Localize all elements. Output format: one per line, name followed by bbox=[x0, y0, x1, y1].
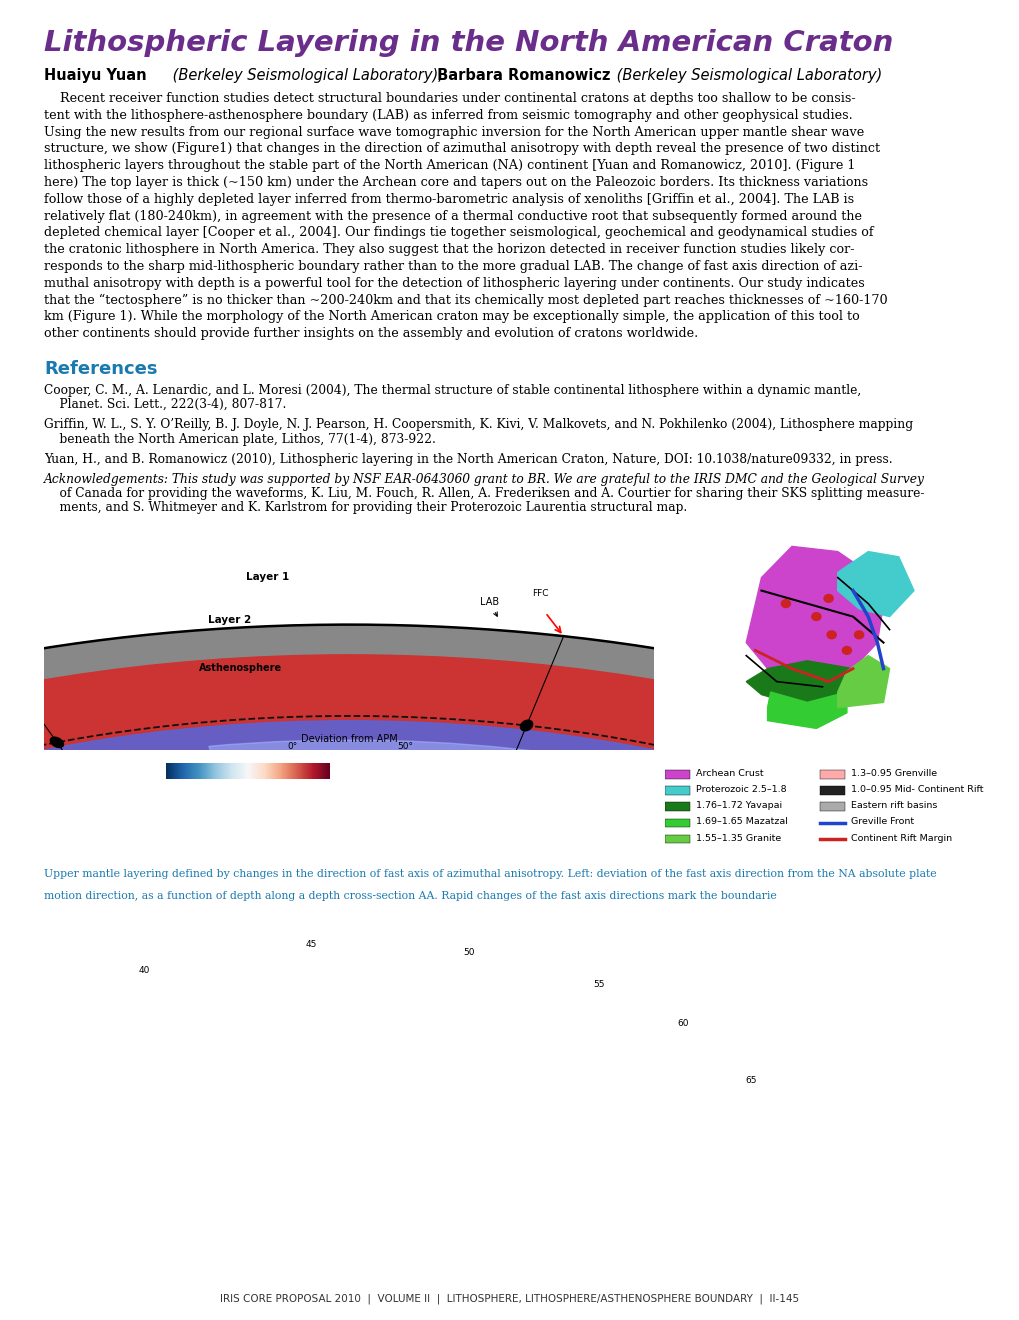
Text: Deviation from APM: Deviation from APM bbox=[301, 734, 397, 744]
Text: 1.69–1.65 Mazatzal: 1.69–1.65 Mazatzal bbox=[695, 817, 787, 826]
Text: Cooper, C. M., A. Lenardic, and L. Moresi (2004), The thermal structure of stabl: Cooper, C. M., A. Lenardic, and L. Mores… bbox=[44, 384, 864, 397]
Text: 55: 55 bbox=[593, 979, 604, 989]
Bar bbox=[664, 803, 689, 810]
Wedge shape bbox=[0, 624, 1019, 966]
Circle shape bbox=[826, 631, 836, 639]
Text: Proterozoic 2.5–1.8: Proterozoic 2.5–1.8 bbox=[695, 785, 786, 795]
Text: 1.0–0.95 Mid- Continent Rift: 1.0–0.95 Mid- Continent Rift bbox=[850, 785, 982, 795]
Text: beneath the North American plate, Lithos, 77(1-4), 873-922.: beneath the North American plate, Lithos… bbox=[44, 433, 435, 446]
Text: depleted chemical layer [Cooper et al., 2004]. Our findings tie together seismol: depleted chemical layer [Cooper et al., … bbox=[44, 227, 872, 239]
Ellipse shape bbox=[520, 721, 532, 731]
Bar bbox=[819, 787, 844, 795]
Circle shape bbox=[781, 599, 790, 607]
Text: here) The top layer is thick (~150 km) under the Archean core and tapers out on : here) The top layer is thick (~150 km) u… bbox=[44, 176, 867, 189]
Text: (Berkeley Seismological Laboratory),: (Berkeley Seismological Laboratory), bbox=[168, 69, 442, 83]
Text: References: References bbox=[44, 360, 157, 378]
Bar bbox=[664, 787, 689, 795]
Text: motion direction, as a function of depth along a depth cross-section AA. Rapid c: motion direction, as a function of depth… bbox=[44, 891, 776, 900]
Text: of Canada for providing the waveforms, K. Liu, M. Fouch, R. Allen, A. Frederikse: of Canada for providing the waveforms, K… bbox=[44, 487, 923, 500]
Text: 40: 40 bbox=[139, 966, 150, 974]
Text: Continent Rift Margin: Continent Rift Margin bbox=[850, 833, 951, 842]
Text: Planet. Sci. Lett., 222(3-4), 807-817.: Planet. Sci. Lett., 222(3-4), 807-817. bbox=[44, 399, 286, 412]
Polygon shape bbox=[746, 661, 852, 708]
Text: follow those of a highly depleted layer inferred from thermo-barometric analysis: follow those of a highly depleted layer … bbox=[44, 193, 853, 206]
Text: ments, and S. Whitmeyer and K. Karlstrom for providing their Proterozoic Laurent: ments, and S. Whitmeyer and K. Karlstrom… bbox=[44, 502, 687, 515]
Text: 50°: 50° bbox=[397, 742, 413, 751]
Wedge shape bbox=[0, 715, 1019, 1024]
Text: Recent receiver function studies detect structural boundaries under continental : Recent receiver function studies detect … bbox=[44, 92, 855, 106]
Bar bbox=[664, 834, 689, 843]
Text: relatively flat (180-240km), in agreement with the presence of a thermal conduct: relatively flat (180-240km), in agreemen… bbox=[44, 210, 861, 223]
Text: Asthenosphere: Asthenosphere bbox=[199, 663, 281, 673]
Text: LAB: LAB bbox=[480, 598, 499, 616]
Bar bbox=[819, 770, 844, 779]
Polygon shape bbox=[746, 546, 882, 681]
Text: Layer 1: Layer 1 bbox=[246, 572, 288, 582]
Text: responds to the sharp mid-lithospheric boundary rather than to the more gradual : responds to the sharp mid-lithospheric b… bbox=[44, 260, 862, 273]
Text: Upper mantle layering defined by changes in the direction of fast axis of azimut: Upper mantle layering defined by changes… bbox=[44, 869, 935, 879]
Text: muthal anisotropy with depth is a powerful tool for the detection of lithospheri: muthal anisotropy with depth is a powerf… bbox=[44, 277, 864, 290]
Text: Lithospheric Layering in the North American Craton: Lithospheric Layering in the North Ameri… bbox=[44, 29, 893, 57]
Text: 1.55–1.35 Granite: 1.55–1.35 Granite bbox=[695, 833, 781, 842]
Text: IRIS CORE PROPOSAL 2010  |  VOLUME II  |  LITHOSPHERE, LITHOSPHERE/ASTHENOSPHERE: IRIS CORE PROPOSAL 2010 | VOLUME II | LI… bbox=[220, 1294, 799, 1304]
Bar bbox=[664, 770, 689, 779]
Polygon shape bbox=[837, 552, 913, 616]
Circle shape bbox=[823, 594, 833, 602]
Text: 65: 65 bbox=[744, 1076, 756, 1085]
Text: lithospheric layers throughout the stable part of the North American (NA) contin: lithospheric layers throughout the stabl… bbox=[44, 160, 855, 172]
Text: Archean Crust: Archean Crust bbox=[695, 770, 763, 777]
Text: Layer 2: Layer 2 bbox=[208, 615, 252, 624]
Ellipse shape bbox=[50, 737, 63, 747]
Wedge shape bbox=[209, 741, 867, 907]
Wedge shape bbox=[161, 873, 701, 975]
Circle shape bbox=[854, 631, 863, 639]
Polygon shape bbox=[837, 656, 889, 708]
Text: Using the new results from our regional surface wave tomographic inversion for t: Using the new results from our regional … bbox=[44, 125, 863, 139]
Text: Eastern rift basins: Eastern rift basins bbox=[850, 801, 936, 810]
Text: 1.3–0.95 Grenville: 1.3–0.95 Grenville bbox=[850, 770, 936, 777]
Circle shape bbox=[811, 612, 820, 620]
Text: that the “tectosphere” is no thicker than ~200-240km and that its chemically mos: that the “tectosphere” is no thicker tha… bbox=[44, 293, 887, 306]
Text: Griffin, W. L., S. Y. O’Reilly, B. J. Doyle, N. J. Pearson, H. Coopersmith, K. K: Griffin, W. L., S. Y. O’Reilly, B. J. Do… bbox=[44, 418, 912, 432]
Polygon shape bbox=[685, 512, 944, 747]
Polygon shape bbox=[767, 692, 846, 729]
Text: structure, we show (Figure1) that changes in the direction of azimuthal anisotro: structure, we show (Figure1) that change… bbox=[44, 143, 879, 156]
Text: the cratonic lithosphere in North America. They also suggest that the horizon de: the cratonic lithosphere in North Americ… bbox=[44, 243, 854, 256]
Text: 45: 45 bbox=[305, 940, 316, 949]
Bar bbox=[664, 818, 689, 828]
Text: tent with the lithosphere-asthenosphere boundary (LAB) as inferred from seismic : tent with the lithosphere-asthenosphere … bbox=[44, 108, 852, 121]
Text: Yuan, H., and B. Romanowicz (2010), Lithospheric layering in the North American : Yuan, H., and B. Romanowicz (2010), Lith… bbox=[44, 453, 892, 466]
Wedge shape bbox=[0, 808, 974, 1061]
Text: FFC: FFC bbox=[532, 589, 548, 598]
Wedge shape bbox=[0, 721, 664, 935]
Text: 60: 60 bbox=[677, 1019, 689, 1028]
Text: Greville Front: Greville Front bbox=[850, 817, 913, 826]
Text: 50: 50 bbox=[463, 948, 475, 957]
Text: Barbara Romanowicz: Barbara Romanowicz bbox=[432, 69, 610, 83]
Circle shape bbox=[842, 647, 851, 655]
Text: 1.76–1.72 Yavapai: 1.76–1.72 Yavapai bbox=[695, 801, 782, 810]
Text: Acknowledgements: This study was supported by NSF EAR-0643060 grant to BR. We ar: Acknowledgements: This study was support… bbox=[44, 473, 924, 486]
Wedge shape bbox=[0, 653, 1019, 990]
Text: Huaiyu Yuan: Huaiyu Yuan bbox=[44, 69, 147, 83]
Text: (Berkeley Seismological Laboratory): (Berkeley Seismological Laboratory) bbox=[611, 69, 881, 83]
Wedge shape bbox=[0, 817, 957, 1067]
Text: km (Figure 1). While the morphology of the North American craton may be exceptio: km (Figure 1). While the morphology of t… bbox=[44, 310, 859, 323]
Text: other continents should provide further insights on the assembly and evolution o: other continents should provide further … bbox=[44, 327, 698, 341]
Text: 0°: 0° bbox=[287, 742, 298, 751]
Wedge shape bbox=[0, 795, 698, 898]
Bar bbox=[819, 803, 844, 810]
